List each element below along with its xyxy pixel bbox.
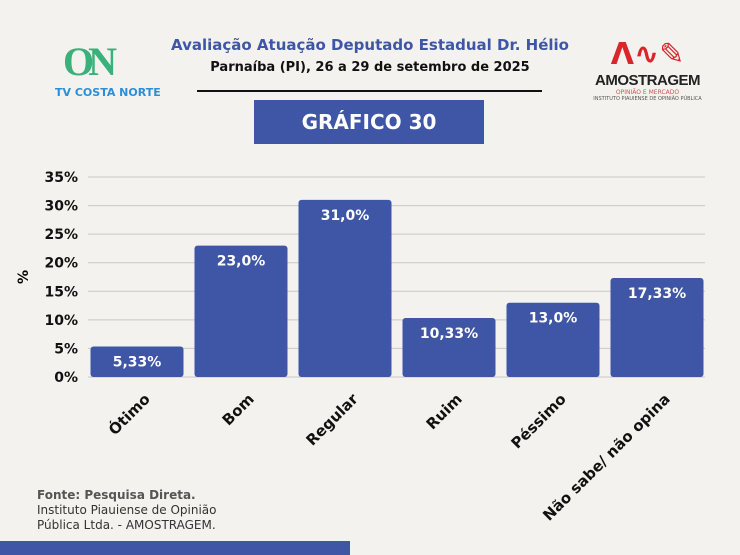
bar [298, 199, 392, 377]
bar [90, 346, 184, 377]
x-tick-label: Regular [302, 390, 362, 450]
page-title: Avaliação Atuação Deputado Estadual Dr. … [171, 36, 569, 54]
bar [610, 277, 704, 377]
x-tick-label: Bom [219, 390, 258, 429]
y-tick-label: 20% [44, 256, 78, 272]
data-label: 10,33% [420, 326, 478, 342]
page-subtitle: Parnaíba (PI), 26 a 29 de setembro de 20… [210, 60, 530, 75]
data-label: 23,0% [217, 254, 266, 270]
divider [197, 90, 542, 92]
y-tick-label: 10% [44, 313, 78, 329]
x-tick-label: Ótimo [104, 389, 153, 438]
data-label: 17,33% [628, 286, 686, 302]
bar [402, 317, 496, 377]
x-tick-label: Ruim [423, 390, 466, 433]
y-tick-label: 35% [44, 170, 78, 186]
y-tick-label: 5% [54, 341, 78, 357]
chart-label: GRÁFICO 30 [254, 100, 484, 144]
tv-costa-norte-logo: ON TV COSTA NORTE [55, 39, 161, 99]
data-label: 13,0% [529, 311, 578, 327]
data-label: 5,33% [113, 355, 162, 371]
y-tick-label: 15% [44, 284, 78, 300]
y-tick-label: 30% [44, 199, 78, 215]
y-tick-label: 25% [44, 227, 78, 243]
y-axis-label: % [16, 270, 32, 284]
x-tick-label: Péssimo [507, 390, 569, 452]
y-tick-label: 0% [54, 370, 78, 386]
bar [194, 245, 288, 377]
source-note: Fonte: Pesquisa Direta. Instituto Piauien… [37, 488, 217, 532]
amostragem-logo: Λ∿✎ AMOSTRAGEM OPINIÃO E MERCADO INSTITUTO … [593, 37, 702, 103]
footer-bar [0, 541, 350, 555]
bar [506, 302, 600, 377]
data-label: 31,0% [321, 208, 370, 224]
